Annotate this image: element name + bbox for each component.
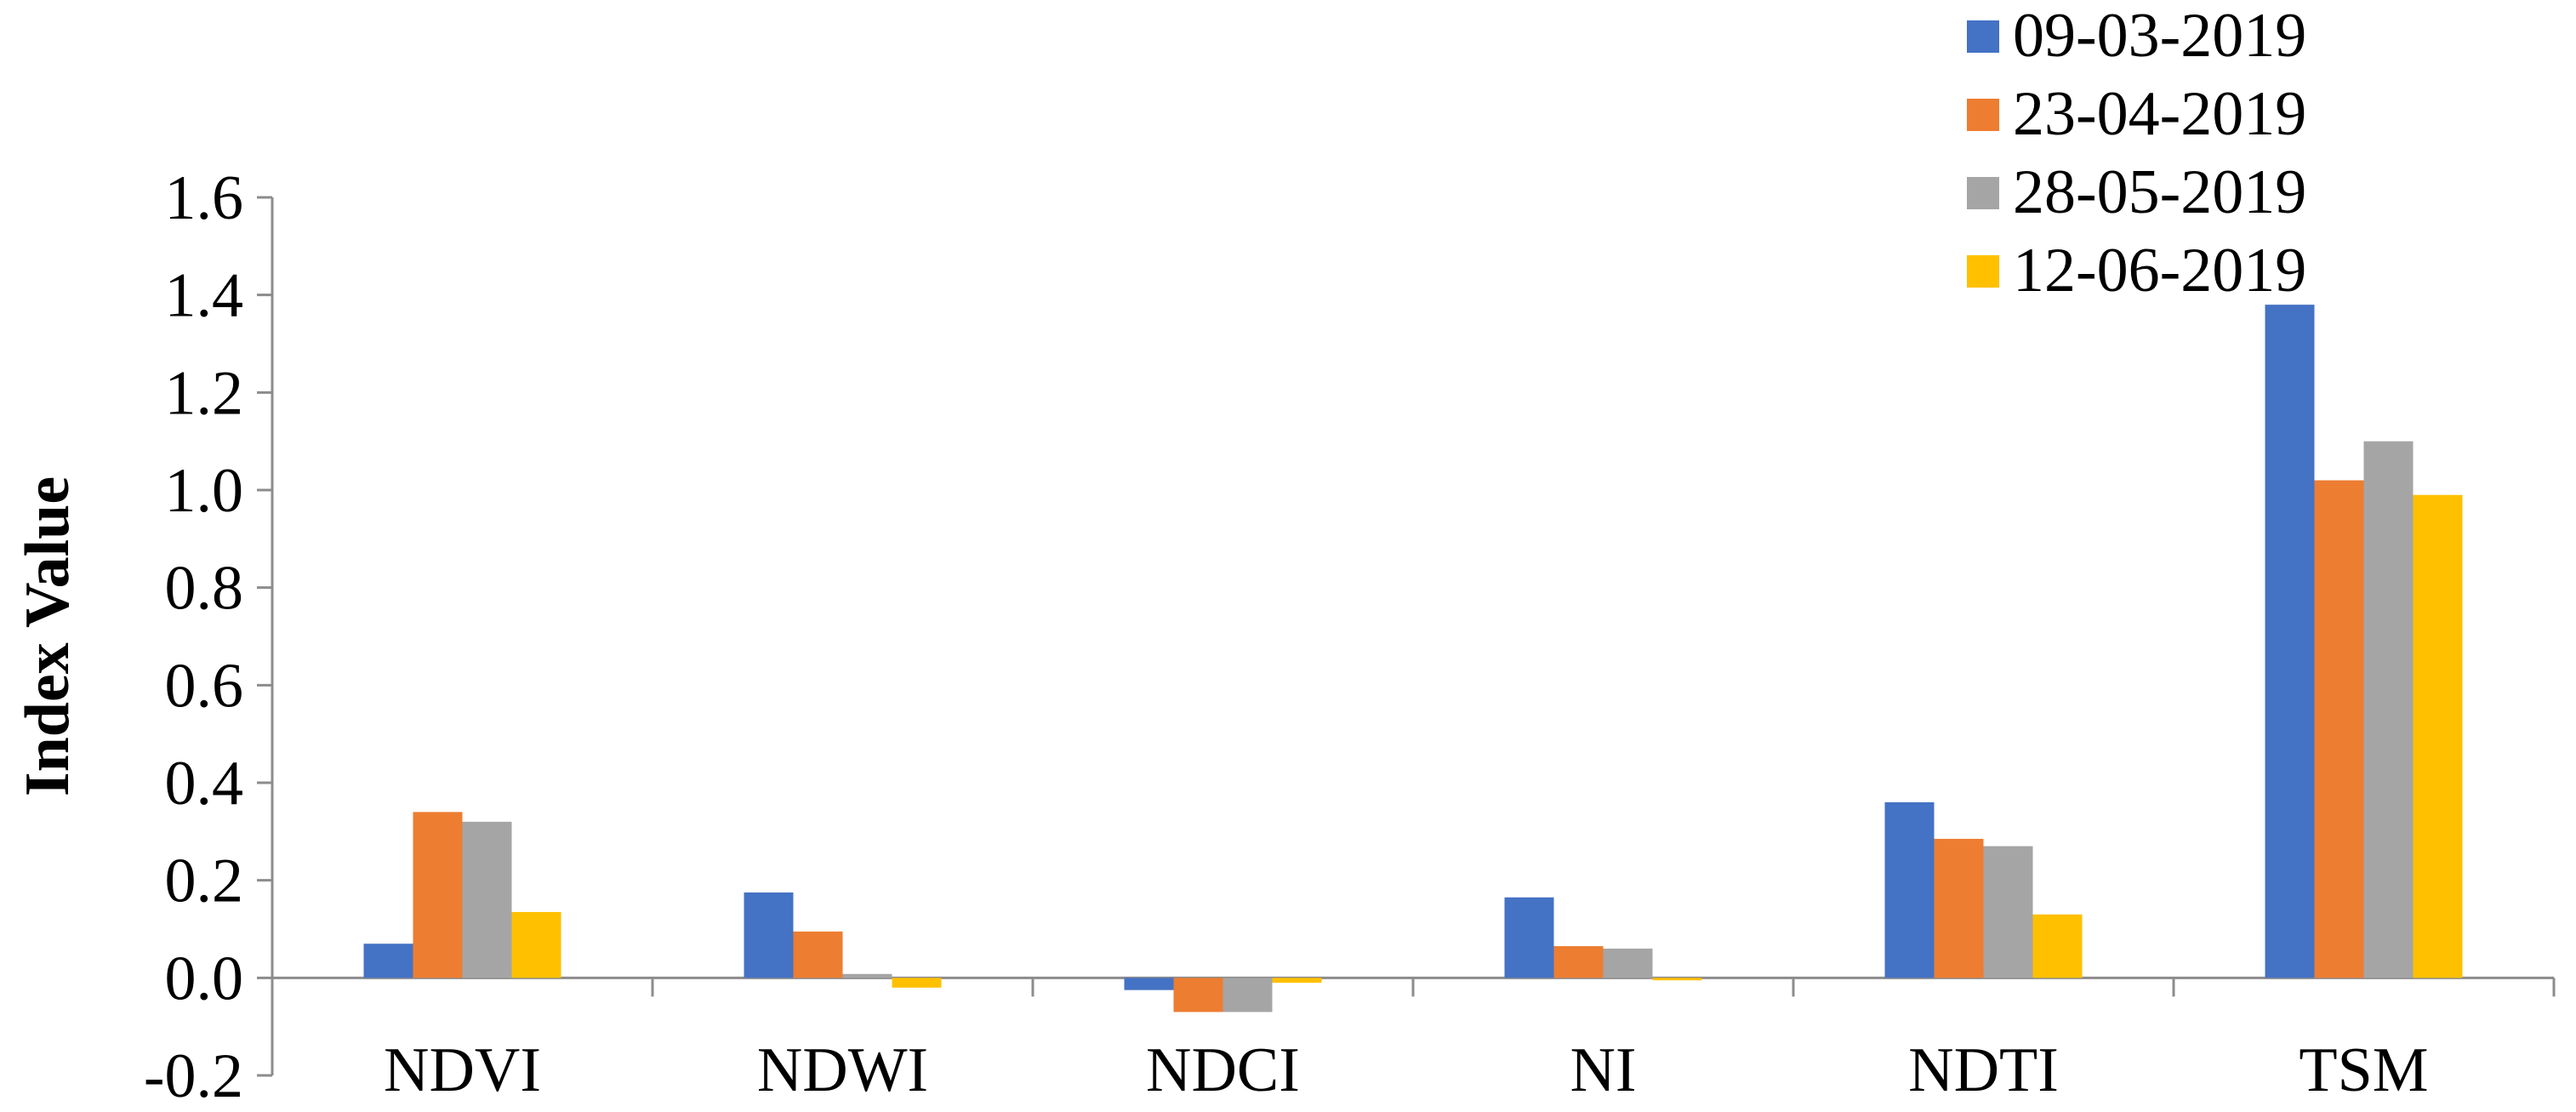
- y-tick-label: -0.2: [144, 1041, 243, 1111]
- bar-ndwi-series-4: [892, 978, 942, 988]
- y-tick-label: 0.0: [165, 944, 244, 1013]
- x-tick-label: NDVI: [384, 1035, 541, 1105]
- legend-swatch: [1967, 177, 1999, 209]
- bar-ndti-series-2: [1934, 838, 1984, 978]
- x-axis-labels: NDVI NDWI NDCI NI NDTI TSM: [384, 1035, 2429, 1105]
- bar-ndci-series-4: [1272, 978, 1322, 984]
- bar-ndvi-series-2: [413, 812, 463, 978]
- y-tick-label: 0.8: [165, 554, 244, 624]
- x-tick-label: NDWI: [757, 1035, 928, 1105]
- bar-ndvi-series-3: [462, 821, 512, 978]
- legend-swatch: [1967, 99, 1999, 131]
- bar-ndci-series-2: [1173, 978, 1223, 1012]
- x-tick-label: NI: [1570, 1035, 1636, 1105]
- y-tick-label: 1.2: [165, 358, 244, 428]
- legend-label: 12-06-2019: [2013, 236, 2306, 305]
- bar-ndvi-series-4: [511, 911, 561, 978]
- bar-ndwi-series-1: [744, 892, 794, 978]
- bar-tsm-series-1: [2265, 305, 2315, 978]
- bar-ndvi-series-1: [363, 944, 413, 978]
- bar-ndci-series-3: [1222, 978, 1273, 1012]
- y-tick-label: 0.2: [165, 847, 244, 916]
- legend-label: 23-04-2019: [2013, 79, 2306, 149]
- bar-ndti-series-1: [1884, 801, 1935, 978]
- bar-ni-series-4: [1652, 978, 1702, 981]
- bar-ndti-series-3: [1983, 846, 2033, 978]
- y-tick-label: 1.4: [165, 261, 244, 331]
- bar-tsm-series-2: [2314, 480, 2364, 978]
- y-axis-title: Index Value: [13, 476, 83, 796]
- bar-ni-series-1: [1504, 897, 1554, 978]
- bar-tsm-series-3: [2363, 441, 2414, 978]
- legend: 09-03-2019 23-04-2019 28-05-2019 12-06-2019: [1967, 1, 2306, 305]
- x-tick-label: NDCI: [1146, 1035, 1300, 1105]
- y-tick-label: 1.6: [165, 163, 244, 233]
- bar-ndti-series-4: [2032, 914, 2083, 978]
- y-tick-label: 1.0: [165, 456, 244, 526]
- legend-label: 28-05-2019: [2013, 157, 2306, 227]
- bar-ni-series-3: [1603, 948, 1653, 978]
- bar-ndwi-series-3: [842, 973, 892, 978]
- legend-swatch: [1967, 20, 1999, 53]
- bars: [363, 305, 2463, 1012]
- bar-ndci-series-1: [1124, 978, 1174, 990]
- bar-ndwi-series-2: [793, 931, 843, 978]
- legend-label: 09-03-2019: [2013, 1, 2306, 71]
- legend-swatch: [1967, 255, 1999, 288]
- x-tick-label: NDTI: [1908, 1035, 2059, 1105]
- bar-tsm-series-4: [2413, 494, 2463, 978]
- x-tick-label: TSM: [2299, 1035, 2428, 1105]
- bar-ni-series-2: [1553, 946, 1604, 978]
- y-axis-title-group: Index Value: [13, 476, 83, 796]
- axes: [271, 197, 2556, 1075]
- y-axis-ticks: 1.6 1.4 1.2 1.0 0.8 0.6 0.4 0.2 0.0 -0.2: [144, 163, 272, 1111]
- y-tick-label: 0.6: [165, 651, 244, 721]
- y-tick-label: 0.4: [165, 749, 244, 818]
